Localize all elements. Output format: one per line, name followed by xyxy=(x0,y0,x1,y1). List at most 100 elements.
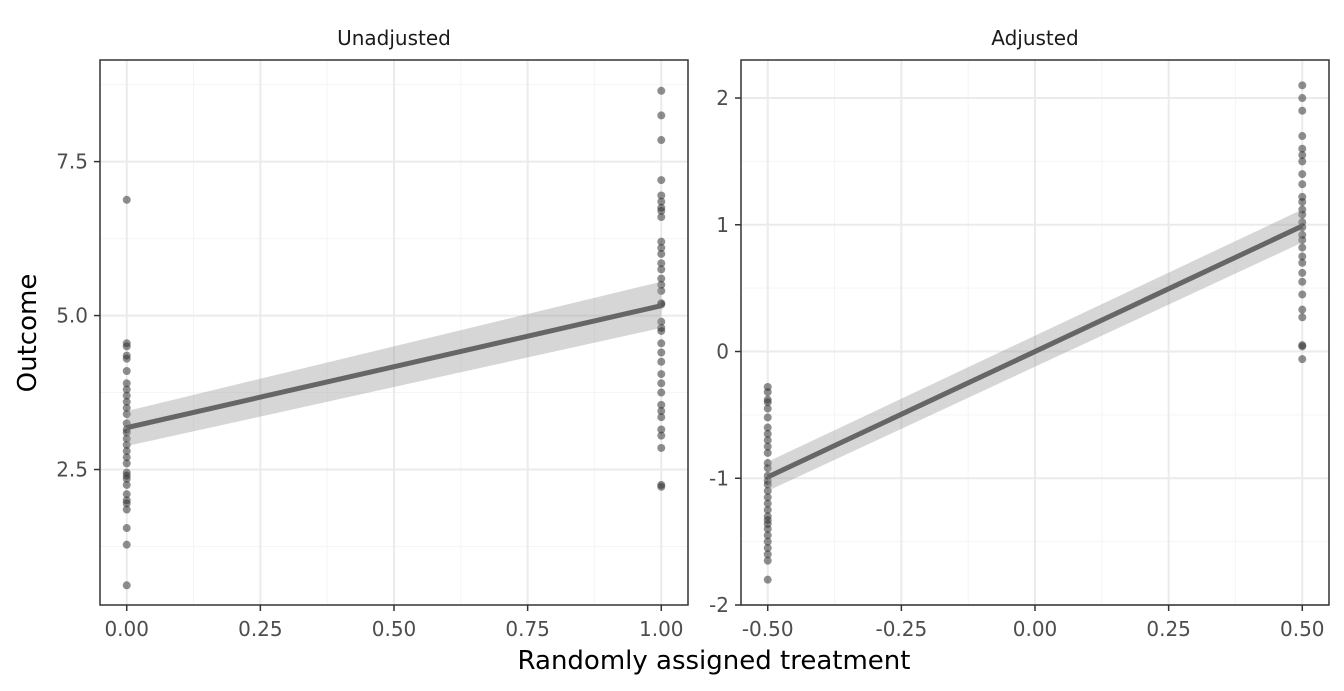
data-point xyxy=(1298,268,1307,277)
data-point xyxy=(122,410,131,419)
data-point xyxy=(657,348,666,357)
data-point xyxy=(657,370,666,379)
y-axis-title: Outcome xyxy=(13,274,43,393)
data-point xyxy=(763,543,772,552)
data-point xyxy=(1298,157,1307,166)
y-tick-label: 2.5 xyxy=(56,458,88,482)
fit-line xyxy=(766,223,1304,480)
data-point xyxy=(1298,81,1307,90)
data-point xyxy=(657,317,666,326)
data-point xyxy=(763,423,772,432)
data-point xyxy=(657,431,666,440)
data-point xyxy=(122,499,131,508)
data-point xyxy=(122,505,131,514)
data-point xyxy=(122,354,131,363)
data-point xyxy=(122,385,131,394)
y-tick-label: 0 xyxy=(716,340,729,364)
data-point xyxy=(657,400,666,409)
y-tick-label: -1 xyxy=(709,466,729,490)
data-point xyxy=(122,540,131,549)
data-point xyxy=(122,459,131,468)
data-point xyxy=(657,265,666,274)
data-point xyxy=(122,342,131,351)
data-point xyxy=(1298,170,1307,179)
data-point xyxy=(657,176,666,185)
y-tick-label: -2 xyxy=(709,593,729,617)
data-point xyxy=(122,397,131,406)
data-point xyxy=(122,480,131,489)
data-point xyxy=(657,237,666,246)
data-point xyxy=(122,195,131,204)
data-point xyxy=(657,243,666,252)
data-point xyxy=(1298,290,1307,299)
data-point xyxy=(657,111,666,120)
data-point xyxy=(657,388,666,397)
data-point xyxy=(657,197,666,206)
data-point xyxy=(1298,197,1307,206)
data-point xyxy=(657,379,666,388)
data-point xyxy=(1298,243,1307,252)
data-point xyxy=(763,550,772,559)
x-tick-label: 0.50 xyxy=(372,617,417,641)
x-tick-label: 0.25 xyxy=(238,617,283,641)
data-point xyxy=(657,357,666,366)
data-point xyxy=(763,388,772,397)
data-point xyxy=(1298,235,1307,244)
data-point xyxy=(122,474,131,483)
data-point xyxy=(763,575,772,584)
fit-line xyxy=(126,303,662,431)
data-point xyxy=(763,413,772,422)
data-point xyxy=(763,464,772,473)
data-point xyxy=(122,379,131,388)
data-point xyxy=(122,366,131,375)
data-point xyxy=(763,480,772,489)
x-tick-label: -0.50 xyxy=(742,617,794,641)
data-point xyxy=(657,339,666,348)
data-point xyxy=(763,404,772,413)
data-point xyxy=(122,440,131,449)
data-point xyxy=(657,286,666,295)
data-point xyxy=(1298,132,1307,141)
data-point xyxy=(763,442,772,451)
y-tick-label: 2 xyxy=(716,86,729,110)
data-point xyxy=(763,537,772,546)
x-tick-label: 0.50 xyxy=(1280,617,1325,641)
data-point xyxy=(1298,277,1307,286)
data-point xyxy=(1298,106,1307,115)
x-tick-label: 0.25 xyxy=(1146,617,1191,641)
data-point xyxy=(763,556,772,565)
data-point xyxy=(763,493,772,502)
data-point xyxy=(657,249,666,258)
data-point xyxy=(763,524,772,533)
panel-title: Adjusted xyxy=(991,26,1079,50)
data-point xyxy=(122,453,131,462)
data-point xyxy=(122,490,131,499)
data-point xyxy=(763,486,772,495)
data-point xyxy=(763,505,772,514)
data-point xyxy=(122,434,131,443)
y-tick-label: 5.0 xyxy=(56,304,88,328)
data-point xyxy=(763,499,772,508)
data-point xyxy=(122,403,131,412)
data-point xyxy=(1298,210,1307,219)
data-point xyxy=(122,391,131,400)
data-point xyxy=(763,448,772,457)
data-point xyxy=(1298,313,1307,322)
data-point xyxy=(1298,94,1307,103)
data-point xyxy=(657,413,666,422)
data-point xyxy=(1298,144,1307,153)
x-axis-title: Randomly assigned treatment xyxy=(518,646,911,676)
data-point xyxy=(763,436,772,445)
data-point xyxy=(122,524,131,533)
confidence-band xyxy=(126,281,662,447)
x-tick-label: 0.75 xyxy=(505,617,550,641)
data-point xyxy=(657,213,666,222)
data-point xyxy=(657,136,666,145)
panel-unadjusted: Unadjusted 0.00 0.25 0.50 0.75 1.00 2.5 5.0 7.5 xyxy=(56,26,689,641)
data-point xyxy=(763,531,772,540)
panel-title: Unadjusted xyxy=(337,26,451,50)
data-point xyxy=(122,428,131,437)
data-point xyxy=(1298,305,1307,314)
